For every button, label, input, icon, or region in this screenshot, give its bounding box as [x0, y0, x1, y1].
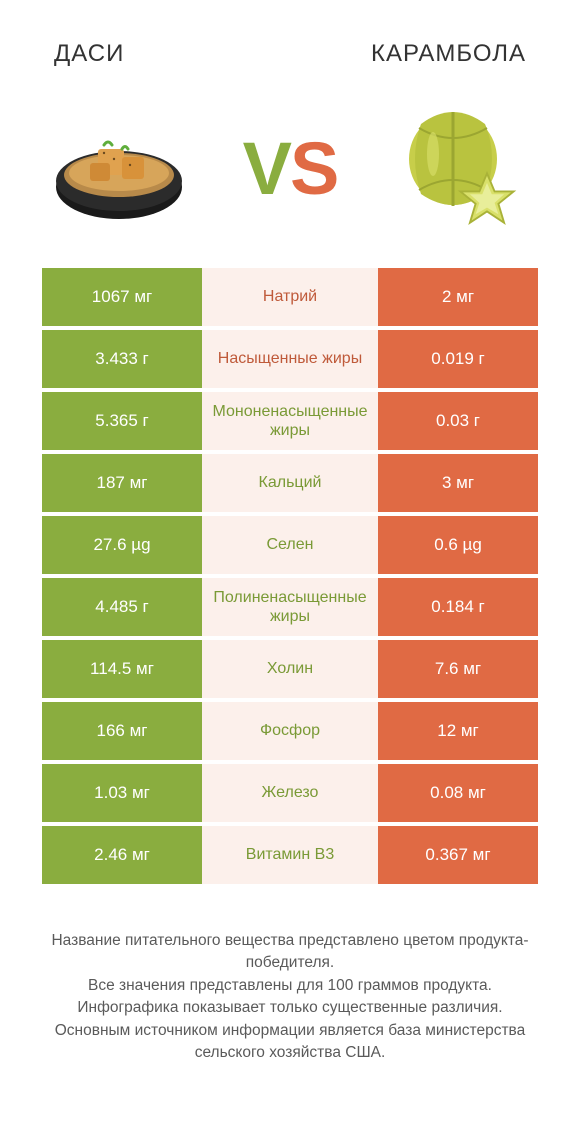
table-row: 166 мгФосфор12 мг — [42, 702, 538, 760]
value-left: 114.5 мг — [42, 640, 202, 698]
nutrient-label: Фосфор — [202, 702, 378, 760]
starfruit-icon — [391, 104, 531, 234]
value-left: 1067 мг — [42, 268, 202, 326]
table-row: 114.5 мгХолин7.6 мг — [42, 640, 538, 698]
food-image-right — [386, 104, 536, 234]
table-row: 27.6 µgСелен0.6 µg — [42, 516, 538, 574]
vs-label: VS — [243, 132, 338, 206]
table-row: 187 мгКальций3 мг — [42, 454, 538, 512]
table-row: 1067 мгНатрий2 мг — [42, 268, 538, 326]
value-left: 187 мг — [42, 454, 202, 512]
title-right: КАРАМБОЛА — [371, 40, 526, 68]
comparison-infographic: ДАСИ КАРАМБОЛА VS — [0, 0, 580, 1144]
value-right: 0.6 µg — [378, 516, 538, 574]
value-left: 3.433 г — [42, 330, 202, 388]
value-left: 1.03 мг — [42, 764, 202, 822]
footer-note: Название питательного вещества представл… — [0, 930, 580, 1065]
nutrient-label: Мононенасыщенные жиры — [202, 392, 378, 450]
nutrient-label: Натрий — [202, 268, 378, 326]
food-image-left — [44, 104, 194, 234]
table-row: 4.485 гПолиненасыщенные жиры0.184 г — [42, 578, 538, 636]
value-right: 7.6 мг — [378, 640, 538, 698]
nutrient-label: Полиненасыщенные жиры — [202, 578, 378, 636]
nutrient-label: Витамин B3 — [202, 826, 378, 884]
vs-row: VS — [0, 68, 580, 268]
value-left: 4.485 г — [42, 578, 202, 636]
table-row: 1.03 мгЖелезо0.08 мг — [42, 764, 538, 822]
titles-row: ДАСИ КАРАМБОЛА — [0, 0, 580, 68]
table-row: 3.433 гНасыщенные жиры0.019 г — [42, 330, 538, 388]
value-right: 12 мг — [378, 702, 538, 760]
nutrition-table: 1067 мгНатрий2 мг3.433 гНасыщенные жиры0… — [0, 268, 580, 888]
value-right: 0.367 мг — [378, 826, 538, 884]
value-left: 5.365 г — [42, 392, 202, 450]
value-right: 0.03 г — [378, 392, 538, 450]
vs-letter-s: S — [290, 127, 337, 210]
table-row: 5.365 гМононенасыщенные жиры0.03 г — [42, 392, 538, 450]
value-right: 2 мг — [378, 268, 538, 326]
value-right: 0.184 г — [378, 578, 538, 636]
value-left: 2.46 мг — [42, 826, 202, 884]
vs-letter-v: V — [243, 127, 290, 210]
title-left: ДАСИ — [54, 40, 124, 68]
dashi-bowl-icon — [44, 109, 194, 229]
value-right: 3 мг — [378, 454, 538, 512]
value-left: 27.6 µg — [42, 516, 202, 574]
nutrient-label: Селен — [202, 516, 378, 574]
table-row: 2.46 мгВитамин B30.367 мг — [42, 826, 538, 884]
nutrient-label: Кальций — [202, 454, 378, 512]
value-left: 166 мг — [42, 702, 202, 760]
nutrient-label: Железо — [202, 764, 378, 822]
value-right: 0.08 мг — [378, 764, 538, 822]
nutrient-label: Холин — [202, 640, 378, 698]
value-right: 0.019 г — [378, 330, 538, 388]
nutrient-label: Насыщенные жиры — [202, 330, 378, 388]
